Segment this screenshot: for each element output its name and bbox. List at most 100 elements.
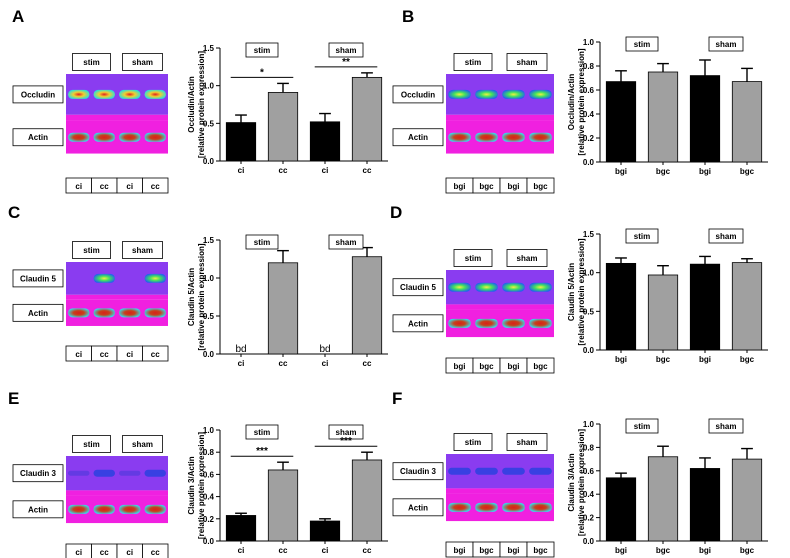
panel-a-y-tick-label: 1.0 [203, 82, 215, 91]
panel-b-bar [731, 81, 763, 163]
panel-e-lane-box [142, 543, 169, 558]
panel-b-bar [605, 81, 637, 163]
panel-f-blot-group-stim-box [453, 433, 493, 451]
panel-b-label: B [402, 7, 414, 26]
panel-b-lane-label: bgc [479, 182, 494, 191]
panel-c-y-label: Claudin 5/Actin[relative protein express… [187, 243, 206, 350]
panel-e-row-label-actin: Actin [28, 505, 48, 514]
panel-e-blot-group-stim: stim [83, 440, 99, 449]
panel-b-lane-label: bgi [454, 182, 466, 191]
panel-e-band-actin [93, 504, 115, 514]
panel-c-bar-annotation: bd [235, 344, 246, 355]
panel-c-x-tick-label: ci [322, 359, 329, 368]
panel-e-x-tick-label: ci [238, 546, 245, 555]
panel-a-chart-group-sham: sham [336, 46, 357, 55]
panel-a-row-label-top: Occludin [21, 90, 55, 99]
panel-c-chart-group-stim: stim [254, 238, 270, 247]
panel-a-y-tick-label: 0.5 [203, 119, 215, 128]
panel-f-band-actin [475, 502, 498, 512]
panel-b-y-tick-label: 0.0 [583, 158, 595, 167]
panel-e-band-top [144, 469, 166, 477]
panel-a-blot-group-stim-box [72, 53, 111, 71]
panel-d-row-label-top-box [392, 278, 444, 297]
panel-b-blot-group-stim: stim [465, 58, 481, 67]
panel-b-bar [689, 75, 721, 163]
panel-a-lane-label: ci [126, 182, 133, 191]
panel-a-row-label-actin-box [12, 128, 64, 147]
panel-f-y-tick-label: 0.2 [583, 514, 595, 523]
panel-e-x-tick-label: ci [322, 546, 329, 555]
panel-c-row-label-top-box [12, 269, 64, 288]
panel-d-x-tick-label: bgc [740, 355, 755, 364]
panel-d-x-tick-label: bgi [699, 355, 711, 364]
panel-b-band-actin [529, 132, 552, 142]
panel-c-lane-box [142, 345, 169, 362]
panel-a-band-top [119, 89, 141, 99]
panel-c-bar-annotation: bd [319, 344, 330, 355]
panel-f-lane-label: bgi [454, 546, 466, 555]
panel-b-row-label-actin-box [392, 128, 444, 147]
panel-d-row-label-top: Claudin 5 [400, 283, 437, 292]
panel-b-band-actin [475, 132, 498, 142]
panel-d-y-label-line1: Claudin 5/Actin [567, 263, 576, 321]
panel-e-lane-label: cc [151, 548, 160, 557]
panel-d-x-tick-label: bgi [615, 355, 627, 364]
panel-c-y-tick-label: 0.5 [203, 312, 215, 321]
panel-c-y-tick-label: 1.5 [203, 236, 215, 245]
panel-b-chart-group-sham: sham [716, 40, 737, 49]
panel-e-y-tick-label: 0.6 [203, 470, 215, 479]
panel-b-y-tick-label: 1.0 [583, 38, 595, 47]
panel-e-chart-group-sham: sham [336, 428, 357, 437]
panel-e-blot-group-sham: sham [132, 440, 153, 449]
panel-b-blot-group-stim-box [453, 53, 493, 71]
panel-f-band-actin [529, 502, 552, 512]
panel-b-blot-group-sham-box [506, 53, 548, 71]
panel-c-blot-group-stim: stim [83, 246, 99, 255]
panel-a-band-actin [68, 132, 90, 142]
panel-b-y-tick-label: 0.8 [583, 62, 595, 71]
panel-f-y-tick-label: 0.0 [583, 537, 595, 546]
panel-c-lane-label: ci [126, 350, 133, 359]
panel-f-bar [731, 458, 763, 542]
panel-e-bar [267, 469, 299, 542]
panel-b-y-tick-label: 0.4 [583, 110, 595, 119]
panel-f-x-tick-label: bgc [656, 546, 671, 555]
panel-e-band-top [68, 470, 90, 476]
panel-a-x-tick-label: cc [279, 166, 288, 175]
panel-c-x-tick-label: cc [363, 359, 372, 368]
panel-a-y-label-line1: Occludin/Actin [187, 76, 196, 133]
panel-b-blot-group-sham: sham [517, 58, 538, 67]
panel-f-y-tick-label: 0.6 [583, 467, 595, 476]
panel-f-band-actin [502, 502, 525, 512]
panel-c-x-tick-label: ci [238, 359, 245, 368]
panel-a-label: A [12, 7, 24, 26]
panel-e-sig-label: *** [340, 436, 352, 447]
panel-c-chart-group-sham-box [328, 234, 364, 250]
panel-e-bar [351, 459, 383, 542]
panel-e-y-label: Claudin 3/Actin[relative protein express… [187, 432, 206, 539]
panel-f-bar [647, 456, 679, 542]
panel-a-chart-group-stim: stim [254, 46, 270, 55]
panel-a-band-actin [93, 132, 115, 142]
panel-d-y-tick-label: 0.5 [583, 307, 595, 316]
panel-c-band-actin [144, 308, 166, 318]
panel-e-bar [225, 515, 257, 542]
panel-a-lane-label: cc [100, 182, 109, 191]
panel-b-chart-group-sham-box [708, 36, 744, 52]
panel-c-row-label-top: Claudin 5 [20, 274, 57, 283]
panel-a-bar [225, 122, 257, 162]
panel-c-blot-group-stim-box [72, 241, 111, 259]
panel-a-bar [267, 92, 299, 162]
panel-d-blot-group-stim: stim [465, 254, 481, 263]
panel-d-bar [689, 263, 721, 351]
panel-d-lane-box [526, 357, 555, 374]
panel-c-bar [351, 256, 383, 355]
panel-c-band-actin [119, 308, 141, 318]
panel-e-band-actin [68, 504, 90, 514]
panel-a-blot-group-sham-box [122, 53, 163, 71]
panel-b-chart-group-stim: stim [634, 40, 650, 49]
panel-f-blot-group-sham: sham [517, 438, 538, 447]
